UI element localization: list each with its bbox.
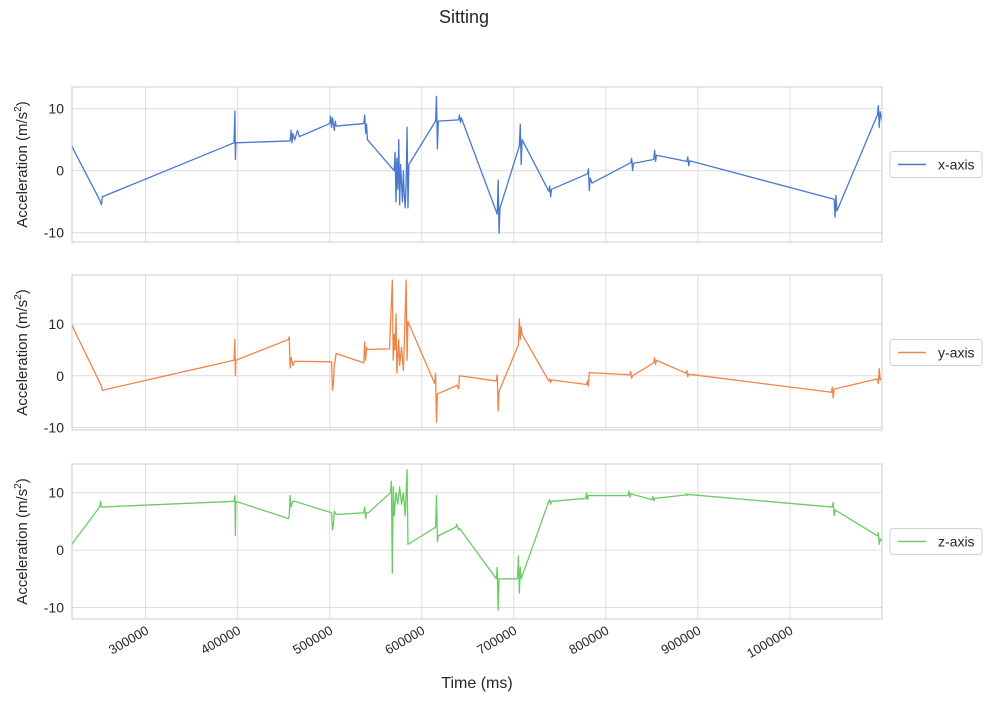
y-axis-label: Acceleration (m/s2) <box>13 478 31 604</box>
y-tick-label: 0 <box>56 368 64 384</box>
y-axis-label: Acceleration (m/s2) <box>13 101 31 227</box>
y-axis-label-superscript: 2 <box>13 483 24 489</box>
legend-2: y-axis <box>889 339 983 366</box>
x-axis-label: Time (ms) <box>441 675 512 692</box>
legend-box <box>889 528 983 555</box>
x-tick-label: 400000 <box>198 623 243 658</box>
legend-1: x-axis <box>889 151 983 178</box>
x-tick-label: 800000 <box>566 623 611 658</box>
x-tick-label: 600000 <box>382 623 427 658</box>
subplot-1: -10 0 10 Acceleration (m/s2) x-axis <box>13 86 983 243</box>
subplot-frame <box>71 274 883 431</box>
subplot-3: -10 0 10 Acceleration (m/s2) z-axis <box>13 463 983 620</box>
y-tick-label: -10 <box>44 600 64 616</box>
subplot-2: -10 0 10 Acceleration (m/s2) y-axis <box>13 274 983 435</box>
y-axis-label-close: ) <box>14 101 31 106</box>
legend-box <box>889 339 983 366</box>
y-axis-label-superscript: 2 <box>13 294 24 300</box>
y-axis-label-superscript: 2 <box>13 106 24 112</box>
legend-label: z-axis <box>938 534 975 550</box>
y-tick-label: -10 <box>44 419 64 435</box>
y-tick-label: -10 <box>44 225 64 241</box>
x-tick-label: 700000 <box>474 623 519 658</box>
y-tick-label: 10 <box>48 101 64 117</box>
y-axis-label-text: Acceleration (m/s <box>14 300 31 416</box>
x-tick-label: 1000000 <box>744 623 795 661</box>
x-tick-label: 500000 <box>290 623 335 658</box>
y-tick-label: 10 <box>48 485 64 501</box>
y-tick-label: 0 <box>56 163 64 179</box>
legend-label: x-axis <box>938 157 975 173</box>
chart-title: Sitting <box>439 7 489 27</box>
x-tick-label: 900000 <box>658 623 703 658</box>
series-line-x-axis <box>72 95 882 234</box>
legend-box <box>889 151 983 178</box>
y-tick-label: 10 <box>48 316 64 332</box>
y-axis-label-text: Acceleration (m/s <box>14 489 31 605</box>
x-tick-label: 300000 <box>106 623 151 658</box>
series-line-y-axis <box>72 279 882 423</box>
y-axis-label-close: ) <box>14 289 31 294</box>
y-axis-label: Acceleration (m/s2) <box>13 289 31 415</box>
subplot-frame <box>71 463 883 620</box>
y-tick-label: 0 <box>56 542 64 558</box>
y-axis-label-close: ) <box>14 478 31 483</box>
legend-label: y-axis <box>938 345 975 361</box>
subplot-frame <box>71 86 883 243</box>
legend-3: z-axis <box>889 528 983 555</box>
y-axis-label-text: Acceleration (m/s <box>14 112 31 228</box>
series-line-z-axis <box>72 469 882 612</box>
